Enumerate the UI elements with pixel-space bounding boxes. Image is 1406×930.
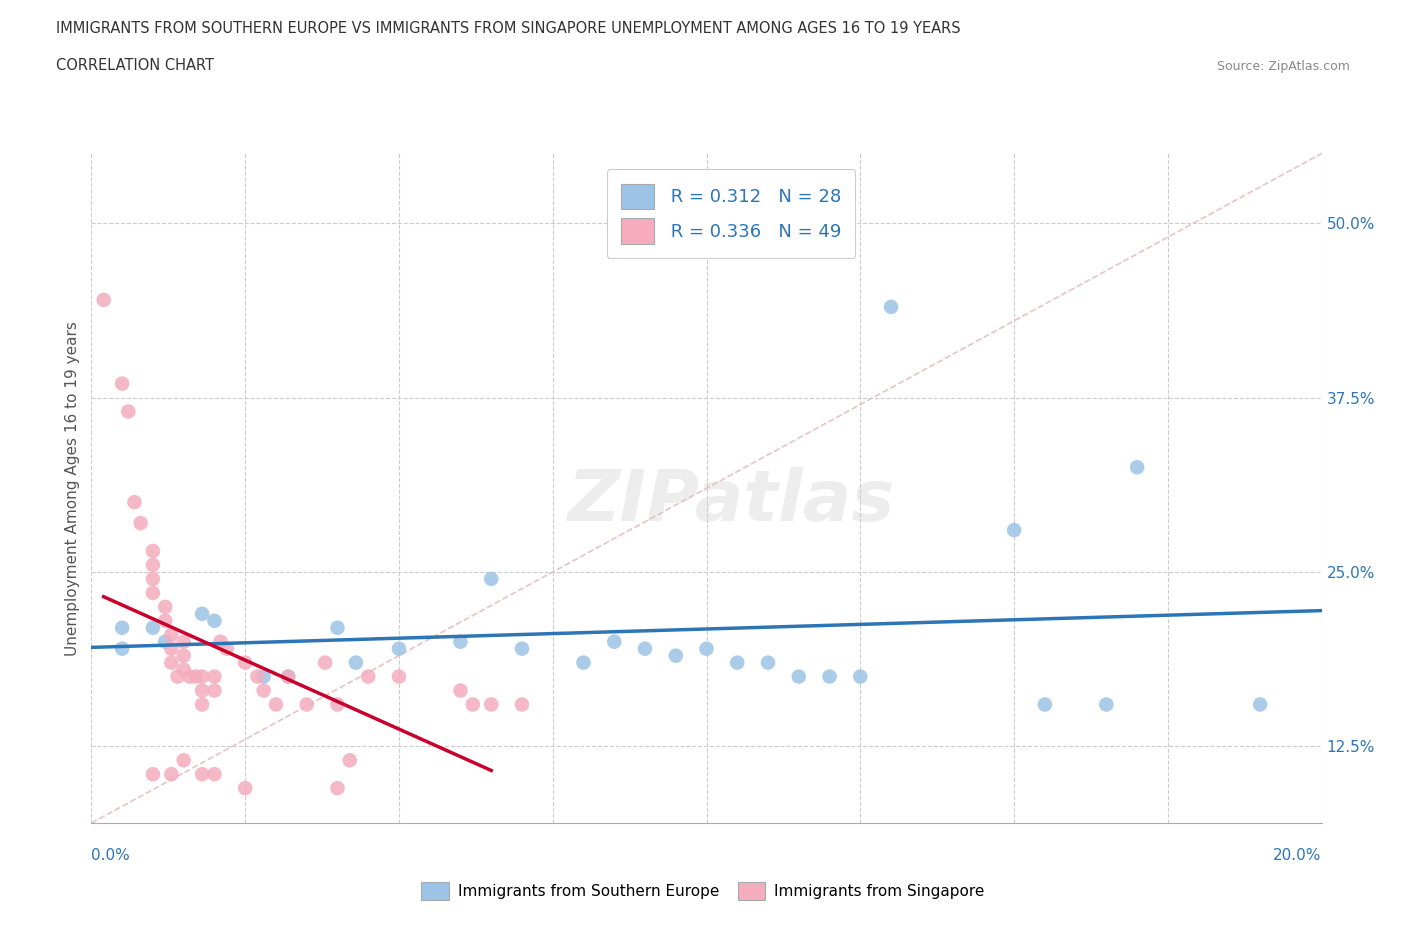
Point bbox=[253, 670, 276, 684]
Point bbox=[191, 670, 214, 684]
Point bbox=[880, 299, 903, 314]
Point bbox=[142, 586, 165, 601]
Point bbox=[111, 642, 134, 657]
Point bbox=[339, 753, 361, 768]
Point bbox=[173, 662, 195, 677]
Point bbox=[209, 634, 232, 649]
Point bbox=[191, 698, 214, 712]
Point bbox=[461, 698, 484, 712]
Point bbox=[191, 766, 214, 781]
Text: IMMIGRANTS FROM SOUTHERN EUROPE VS IMMIGRANTS FROM SINGAPORE UNEMPLOYMENT AMONG : IMMIGRANTS FROM SOUTHERN EUROPE VS IMMIG… bbox=[56, 20, 960, 35]
Point bbox=[277, 670, 299, 684]
Point bbox=[696, 642, 718, 657]
Point bbox=[388, 670, 411, 684]
Point bbox=[202, 670, 225, 684]
Point bbox=[603, 634, 626, 649]
Point bbox=[142, 620, 165, 635]
Point bbox=[277, 670, 299, 684]
Point bbox=[142, 572, 165, 587]
Point bbox=[202, 766, 225, 781]
Point bbox=[357, 670, 380, 684]
Point bbox=[295, 698, 318, 712]
Point bbox=[111, 620, 134, 635]
Point bbox=[479, 698, 502, 712]
Text: CORRELATION CHART: CORRELATION CHART bbox=[56, 58, 214, 73]
Point bbox=[153, 634, 177, 649]
Text: 0.0%: 0.0% bbox=[91, 848, 131, 863]
Point bbox=[818, 670, 841, 684]
Point bbox=[1249, 698, 1271, 712]
Point bbox=[142, 766, 165, 781]
Point bbox=[510, 698, 533, 712]
Point bbox=[1126, 460, 1149, 475]
Point bbox=[510, 642, 533, 657]
Point bbox=[117, 405, 139, 419]
Point bbox=[160, 628, 183, 643]
Legend: Immigrants from Southern Europe, Immigrants from Singapore: Immigrants from Southern Europe, Immigra… bbox=[415, 876, 991, 906]
Point bbox=[314, 656, 336, 671]
Point bbox=[326, 781, 349, 796]
Point bbox=[153, 600, 177, 615]
Point bbox=[184, 670, 207, 684]
Point bbox=[160, 642, 183, 657]
Point bbox=[1002, 523, 1025, 538]
Y-axis label: Unemployment Among Ages 16 to 19 years: Unemployment Among Ages 16 to 19 years bbox=[65, 321, 80, 656]
Point bbox=[233, 656, 256, 671]
Point bbox=[142, 558, 165, 573]
Point bbox=[725, 656, 748, 671]
Point bbox=[449, 634, 471, 649]
Point bbox=[142, 544, 165, 559]
Point bbox=[344, 656, 367, 671]
Point bbox=[1033, 698, 1056, 712]
Point bbox=[191, 606, 214, 621]
Point bbox=[479, 572, 502, 587]
Point bbox=[634, 642, 657, 657]
Point bbox=[756, 656, 779, 671]
Text: ZIPatlas: ZIPatlas bbox=[568, 467, 894, 536]
Point bbox=[173, 753, 195, 768]
Point bbox=[326, 698, 349, 712]
Point bbox=[160, 656, 183, 671]
Point bbox=[233, 781, 256, 796]
Point bbox=[202, 614, 225, 629]
Point bbox=[215, 642, 238, 657]
Point bbox=[111, 377, 134, 392]
Text: Source: ZipAtlas.com: Source: ZipAtlas.com bbox=[1216, 60, 1350, 73]
Point bbox=[388, 642, 411, 657]
Point bbox=[173, 648, 195, 663]
Point bbox=[1095, 698, 1118, 712]
Point bbox=[191, 683, 214, 698]
Point bbox=[173, 634, 195, 649]
Point bbox=[264, 698, 287, 712]
Point bbox=[665, 648, 688, 663]
Point bbox=[160, 766, 183, 781]
Point bbox=[129, 516, 152, 531]
Point bbox=[124, 495, 146, 510]
Legend:  R = 0.312   N = 28,  R = 0.336   N = 49: R = 0.312 N = 28, R = 0.336 N = 49 bbox=[607, 169, 855, 259]
Point bbox=[93, 293, 115, 308]
Point bbox=[849, 670, 872, 684]
Point bbox=[326, 620, 349, 635]
Point bbox=[202, 683, 225, 698]
Point bbox=[166, 670, 188, 684]
Point bbox=[253, 683, 276, 698]
Point bbox=[572, 656, 595, 671]
Point bbox=[787, 670, 810, 684]
Point bbox=[246, 670, 269, 684]
Point bbox=[449, 683, 471, 698]
Point bbox=[153, 614, 177, 629]
Point bbox=[179, 670, 201, 684]
Text: 20.0%: 20.0% bbox=[1274, 848, 1322, 863]
